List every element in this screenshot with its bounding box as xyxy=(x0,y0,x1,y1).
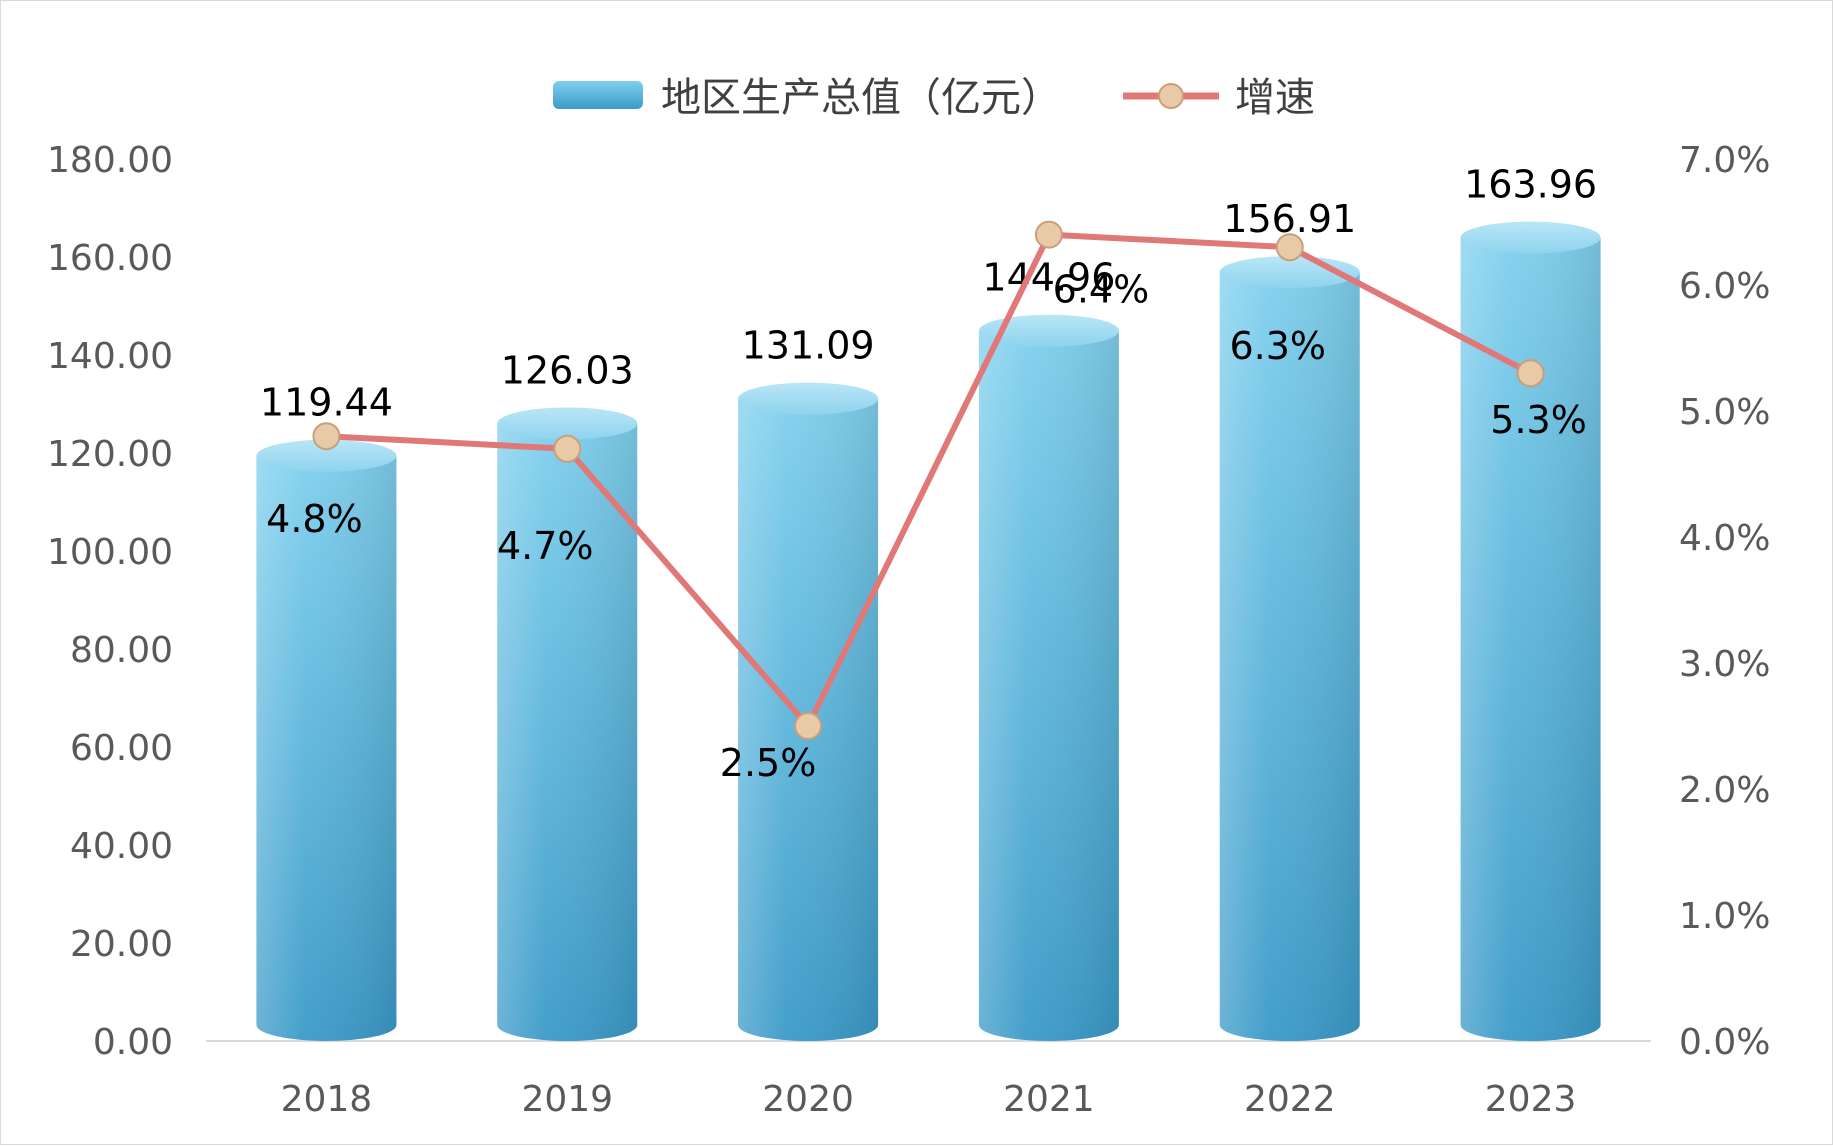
right-axis-tick-label: 0.0% xyxy=(1679,1022,1770,1063)
left-axis-tick-label: 120.00 xyxy=(47,434,173,475)
x-axis-tick-label: 2020 xyxy=(762,1079,854,1120)
growth-data-label: 2.5% xyxy=(720,741,817,785)
bar-top xyxy=(497,407,638,440)
right-axis-tick-label: 4.0% xyxy=(1679,518,1770,559)
bar-shade xyxy=(978,330,1119,1041)
left-axis-tick-label: 40.00 xyxy=(70,826,173,867)
bar-data-label: 126.03 xyxy=(501,348,634,392)
right-axis-tick-label: 1.0% xyxy=(1679,896,1770,937)
left-axis-tick-label: 20.00 xyxy=(70,924,173,965)
bar-data-label: 144.96 xyxy=(982,256,1115,300)
x-axis-tick-label: 2022 xyxy=(1244,1079,1336,1120)
growth-data-label: 4.8% xyxy=(266,497,363,541)
growth-line xyxy=(326,231,1532,729)
x-axis-tick-label: 2023 xyxy=(1485,1079,1577,1120)
right-axis-tick-label: 6.0% xyxy=(1679,266,1770,307)
growth-point xyxy=(794,712,823,740)
bar-top xyxy=(256,439,397,472)
bar-data-label: 131.09 xyxy=(742,324,875,368)
right-axis-tick-label: 2.0% xyxy=(1679,770,1770,811)
legend: 地区生产总值（亿元） 增速 xyxy=(553,75,1315,121)
bar-top xyxy=(1460,221,1601,254)
bar-shade xyxy=(1460,237,1601,1041)
x-axis-tick-label: 2019 xyxy=(521,1079,613,1120)
right-axis-tick-label: 7.0% xyxy=(1679,140,1770,181)
bar-shade xyxy=(497,423,638,1041)
bar-data-label: 163.96 xyxy=(1464,163,1597,207)
right-axis-tick-labels: 0.0% 1.0% 2.0% 3.0% 4.0% 5.0% 6.0% 7.0% xyxy=(1679,140,1770,1063)
growth-point xyxy=(312,422,341,451)
x-axis-tick-labels: 2018 2019 2020 2021 2022 2023 xyxy=(281,1079,1577,1120)
right-axis-tick-label: 5.0% xyxy=(1679,392,1770,433)
line-data-labels: 4.8% 4.7% 2.5% 6.4% 6.3% 5.3% xyxy=(266,268,1587,785)
legend-line-marker xyxy=(1158,83,1184,109)
growth-data-label: 6.4% xyxy=(1053,268,1150,312)
bar-shade xyxy=(1219,272,1360,1041)
bar-data-label: 119.44 xyxy=(260,381,393,425)
left-axis-tick-label: 140.00 xyxy=(47,336,173,377)
growth-data-label: 4.7% xyxy=(497,524,594,568)
growth-data-label: 6.3% xyxy=(1229,324,1326,368)
left-axis-tick-label: 100.00 xyxy=(47,532,173,573)
left-axis-tick-label: 160.00 xyxy=(47,238,173,279)
growth-point xyxy=(1275,233,1304,262)
growth-point xyxy=(1516,359,1545,388)
right-axis-tick-label: 3.0% xyxy=(1679,644,1770,685)
bar-shade xyxy=(256,455,397,1041)
bar-top xyxy=(738,382,879,415)
growth-point xyxy=(553,434,582,463)
left-axis-tick-label: 60.00 xyxy=(70,728,173,769)
growth-point xyxy=(1034,220,1063,249)
left-axis-tick-label: 180.00 xyxy=(47,140,173,181)
legend-bar-label: 地区生产总值（亿元） xyxy=(661,75,1061,121)
bar-top xyxy=(978,314,1119,347)
legend-line-label: 增速 xyxy=(1235,75,1315,121)
legend-bar-swatch xyxy=(553,81,643,109)
line-series xyxy=(312,220,1545,740)
x-axis-tick-label: 2021 xyxy=(1003,1079,1095,1120)
left-axis-tick-label: 80.00 xyxy=(70,630,173,671)
left-axis-tick-labels: 0.00 20.00 40.00 60.00 80.00 100.00 120.00 140.… xyxy=(47,140,173,1063)
growth-data-label: 5.3% xyxy=(1490,398,1587,442)
bar-series xyxy=(256,221,1601,1041)
left-axis-tick-label: 0.00 xyxy=(93,1022,173,1063)
x-axis-tick-label: 2018 xyxy=(281,1079,373,1120)
